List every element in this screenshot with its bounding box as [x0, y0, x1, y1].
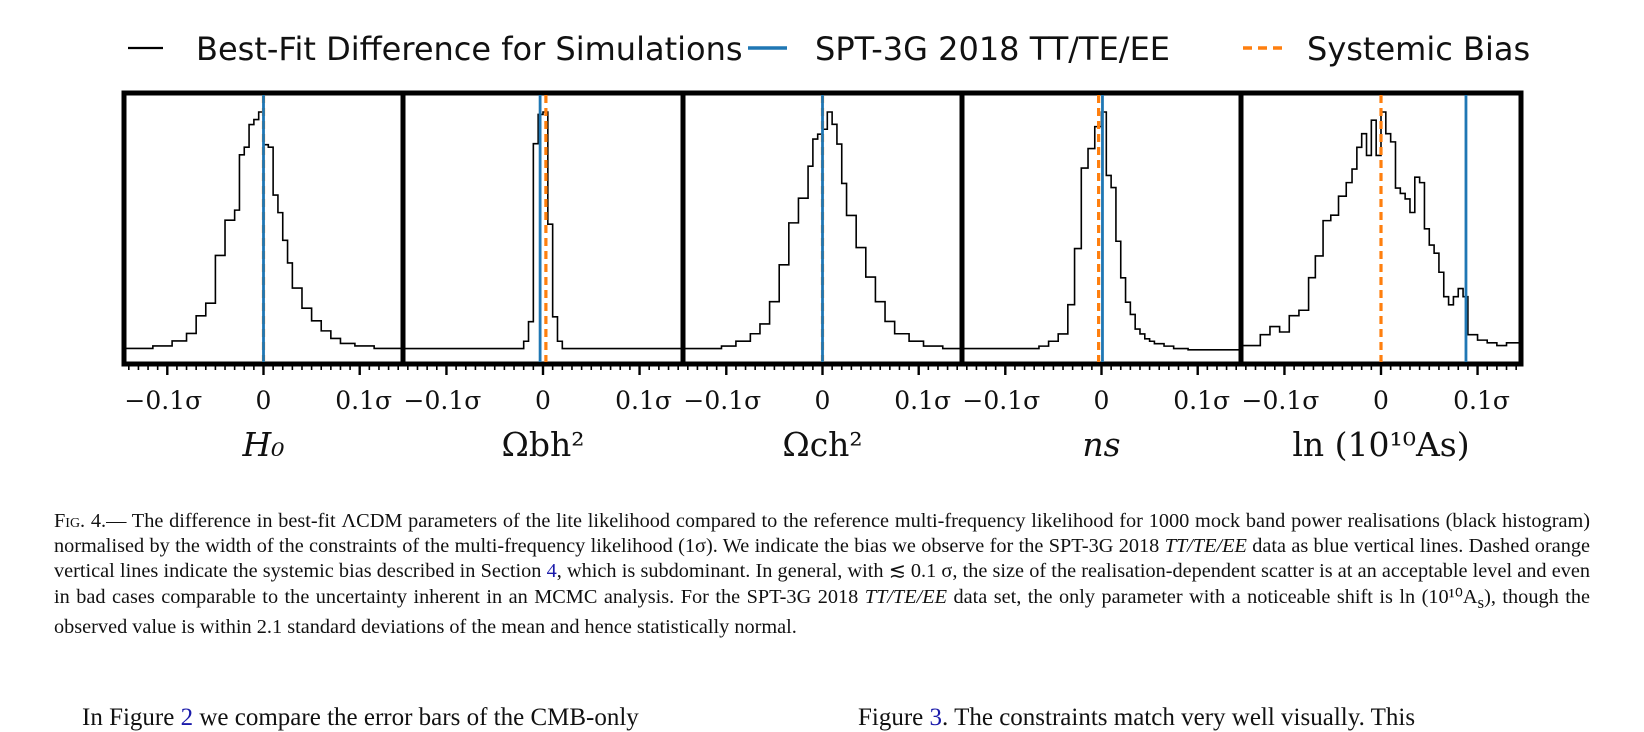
figure-2-reference-link[interactable]: 2: [180, 704, 194, 731]
caption-text-1: — The difference in best-fit ΛCDM parame…: [54, 510, 1590, 558]
tick-label-neg: −0.1σ: [962, 386, 1040, 415]
tick-label-zero: 0: [1094, 386, 1110, 415]
legend-spt-label: SPT-3G 2018 TT/TE/EE: [815, 30, 1170, 68]
legend-histogram-label: Best-Fit Difference for Simulations: [196, 30, 743, 68]
panel-frame: [400, 90, 686, 367]
body-right-a: Figure: [858, 704, 930, 731]
tick-label-pos: 0.1σ: [894, 386, 951, 415]
param-label: Ωbh²: [502, 425, 585, 464]
tick-label-neg: −0.1σ: [404, 386, 482, 415]
histogram-series: [683, 111, 962, 350]
tick-label-zero: 0: [1373, 386, 1389, 415]
tick-label-neg: −0.1σ: [1242, 386, 1320, 415]
legend-bias-label: Systemic Bias: [1307, 30, 1530, 68]
caption-text-5: ), though the observed value is within 2…: [54, 585, 1590, 638]
panel-ln-as: −0.1σ 0 0.1σ ln (10¹⁰As): [1238, 90, 1524, 464]
body-text-left: In Figure 2 we compare the error bars of…: [82, 704, 639, 732]
caption-italic-1: TT/TE/EE: [1164, 535, 1247, 558]
caption-text-2: data as blue vertical lines. Dashed oran…: [54, 535, 1590, 583]
figure-caption: Fig. 4.— The difference in best-fit ΛCDM…: [54, 509, 1590, 640]
legend: Best-Fit Difference for Simulations SPT-…: [128, 30, 1530, 68]
body-left-b: we compare the error bars of the CMB-onl…: [193, 704, 639, 731]
panel-omega-c-h2: −0.1σ 0 0.1σ Ωch²: [680, 90, 965, 464]
figure: Best-Fit Difference for Simulations SPT-…: [121, 30, 1530, 464]
tick-marks: [1245, 366, 1517, 375]
body-left-a: In Figure: [82, 704, 181, 731]
tick-marks: [407, 366, 679, 375]
caption-italic-2: TT/TE/EE: [864, 585, 947, 608]
param-label: ln (10¹⁰As): [1292, 425, 1469, 464]
histogram-series: [962, 111, 1241, 351]
tick-marks: [966, 366, 1237, 375]
tick-label-zero: 0: [535, 386, 551, 415]
figure-3-reference-link[interactable]: 3: [929, 704, 943, 731]
caption-subscript: s: [1477, 592, 1485, 612]
tick-label-neg: −0.1σ: [683, 386, 761, 415]
caption-text-3: , which is subdominant. In general, with…: [54, 560, 1590, 608]
section-reference-link[interactable]: 4: [546, 560, 557, 583]
histogram-series: [1241, 111, 1521, 347]
panel-frame: [1238, 90, 1524, 367]
tick-label-pos: 0.1σ: [335, 386, 392, 415]
panel-ns: −0.1σ 0 0.1σ ns: [959, 90, 1244, 464]
param-label: ns: [1082, 425, 1120, 464]
param-label: Ωch²: [782, 425, 862, 464]
histogram-series: [403, 111, 683, 350]
param-label: H₀: [241, 425, 284, 464]
tick-label-zero: 0: [815, 386, 831, 415]
caption-figure-tag: Fig. 4.: [54, 510, 107, 532]
tick-label-zero: 0: [256, 386, 272, 415]
panel-omega-b-h2: −0.1σ 0 0.1σ Ωbh²: [400, 90, 686, 464]
tick-label-pos: 0.1σ: [615, 386, 672, 415]
tick-label-neg: −0.1σ: [124, 386, 202, 415]
caption-text-4: data set, the only parameter with a noti…: [947, 585, 1478, 608]
tick-label-pos: 0.1σ: [1173, 386, 1230, 415]
panel-h0: −0.1σ 0 0.1σ H₀: [121, 90, 406, 464]
tick-marks: [128, 366, 399, 375]
body-right-b: . The constraints match very well visual…: [942, 704, 1416, 731]
tick-marks: [687, 366, 958, 375]
tick-label-pos: 0.1σ: [1453, 386, 1510, 415]
body-text-right: Figure 3. The constraints match very wel…: [858, 704, 1415, 732]
